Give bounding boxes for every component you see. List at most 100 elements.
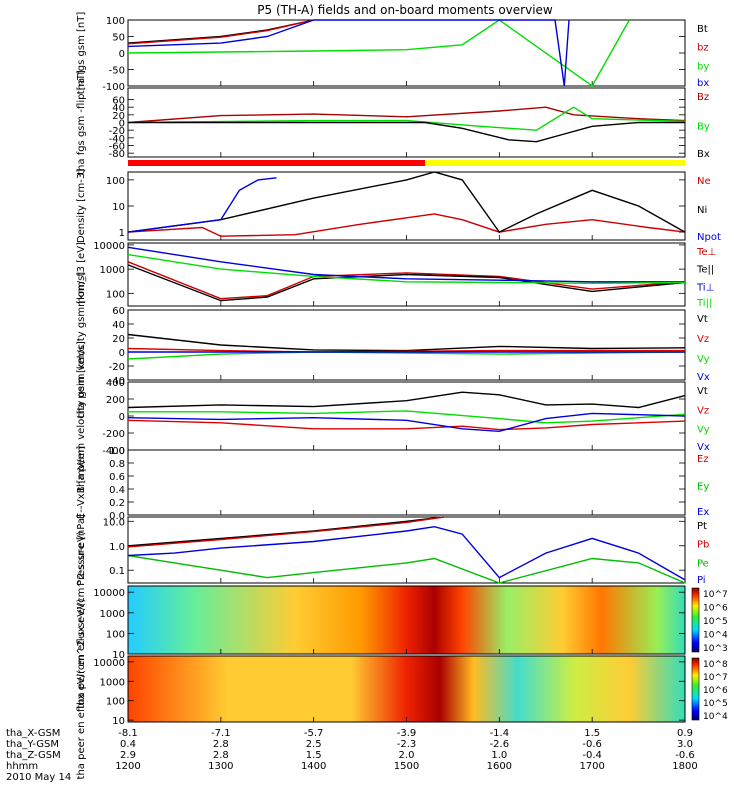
panel-5: 60 40 20 0 -20 -40 tha peim velocity gsm [km/s… xyxy=(76,272,710,419)
y-tick-label: 100 xyxy=(106,16,125,27)
y-tick-label: 0.0 xyxy=(109,511,125,522)
legend-entry: Pt xyxy=(697,521,707,532)
colorbar-tick-label: 10^6 xyxy=(703,604,728,614)
legend-entry: Ti|| xyxy=(696,298,712,309)
y-tick-label: 40 xyxy=(112,320,125,331)
legend-entry: Vz xyxy=(697,405,709,416)
y-tick-label: 1000 xyxy=(100,265,125,276)
colorbar-tick-label: 10^4 xyxy=(703,712,728,722)
y-tick-label: 10 xyxy=(112,650,125,661)
status-bar xyxy=(128,160,685,166)
x-axis-row-label: tha_Y-GSM xyxy=(6,739,59,750)
colorbar-tick-label: 10^5 xyxy=(703,699,728,709)
x-axis-value: 1200 xyxy=(115,761,140,772)
series-line-ti xyxy=(127,253,686,285)
x-axis-value: 1600 xyxy=(487,761,512,772)
panel-8: 10.0 1.0 0.1 Pressure [nPa] Pt Pb Pe Pi xyxy=(76,514,709,586)
x-axis-value: 1800 xyxy=(672,761,697,772)
legend-entry: Pe xyxy=(697,558,709,569)
series-line-vy xyxy=(127,351,686,360)
x-axis-value: -8.1 xyxy=(118,728,138,739)
series-line-te xyxy=(127,261,686,300)
x-axis-value: 1.0 xyxy=(491,750,507,761)
legend-entry: Bz xyxy=(697,92,709,103)
x-axis-value: -0.4 xyxy=(582,750,602,761)
legend-entry: Ni xyxy=(697,205,707,216)
y-tick-label: 100 xyxy=(106,176,125,187)
y-tick-label: -20 xyxy=(109,126,125,137)
legend-entry: Vy xyxy=(697,354,710,365)
legend-entry: Pb xyxy=(697,540,709,551)
x-axis-value: -7.1 xyxy=(211,728,231,739)
legend-entry: Te|| xyxy=(696,265,714,276)
panel-9: 10^7 10^6 10^5 10^4 10^3 10000 1000 100 10 tha pe… xyxy=(76,531,728,709)
x-axis-value: 1700 xyxy=(579,761,604,772)
y-tick-label: 1.0 xyxy=(109,542,125,553)
series-line-vt xyxy=(127,391,686,409)
y-tick-label: 0.2 xyxy=(109,498,125,509)
y-tick-label: -200 xyxy=(102,429,125,440)
status-segment xyxy=(128,160,426,166)
panel-3: 100 10 1 Density [cm-3] Ne Ni Npot xyxy=(76,169,721,243)
y-axis-label: tha peim velocity gsm [km/s] xyxy=(76,272,87,419)
panel-frame xyxy=(127,171,686,241)
y-tick-label: -400 xyxy=(102,446,125,457)
y-tick-label: 20 xyxy=(112,334,125,345)
y-tick-label: -50 xyxy=(109,66,125,77)
y-tick-label: 0 xyxy=(119,412,125,423)
plot-title: P5 (TH-A) fields and on-board moments ov… xyxy=(257,3,553,17)
legend-entry: Vz xyxy=(697,334,709,345)
y-tick-label: 10 xyxy=(112,716,125,727)
y-axis-label: tha peem velocity gsm [km/s] xyxy=(76,341,87,491)
legend-entry: Vt xyxy=(697,386,708,397)
spectrogram-image xyxy=(128,586,685,654)
y-tick-label: 60 xyxy=(112,306,125,317)
y-tick-label: 10000 xyxy=(93,241,125,252)
y-tick-label: 0 xyxy=(119,49,125,60)
y-axis-label: Density [cm-3] xyxy=(76,169,87,243)
legend-entry: Ti⊥ xyxy=(696,282,714,293)
x-axis-value: 1500 xyxy=(394,761,419,772)
y-tick-label: -40 xyxy=(109,376,125,387)
series-line-vx xyxy=(127,412,686,433)
y-tick-label: 10 xyxy=(112,202,125,213)
x-axis-value: 1.5 xyxy=(584,728,600,739)
y-tick-label: 100 xyxy=(106,697,125,708)
series-line-vz xyxy=(127,419,686,431)
y-tick-label: -20 xyxy=(109,362,125,373)
legend-entry: Npot xyxy=(697,232,721,243)
colorbar-tick-label: 10^7 xyxy=(703,673,728,683)
x-axis-value: -5.7 xyxy=(304,728,324,739)
x-axis-value: -2.3 xyxy=(397,739,417,750)
y-tick-label: 20 xyxy=(112,111,125,122)
x-axis-value: 0.4 xyxy=(120,739,136,750)
colorbar xyxy=(691,587,700,653)
series-line-pt xyxy=(127,516,444,547)
y-tick-label: -40 xyxy=(109,134,125,145)
series-line-vy xyxy=(128,410,686,424)
legend-entry: Vt xyxy=(697,314,708,325)
legend-entry: Bx xyxy=(697,149,710,160)
y-axis-label: tha fgs gsm [nT] xyxy=(76,12,87,95)
colorbar-tick-label: 10^7 xyxy=(703,590,728,600)
panel-10: 10^8 10^7 10^6 10^5 10^4 10000 1000 100 10 tha pe… xyxy=(76,598,728,779)
series-line-ti xyxy=(127,246,685,283)
series-line-bx xyxy=(127,19,570,87)
panel-frame xyxy=(127,516,686,584)
x-axis-value: 0.9 xyxy=(677,728,693,739)
y-axis-label: tha fgs gsm -flip [nT] xyxy=(76,70,87,175)
legend-entry: bz xyxy=(697,43,709,54)
y-tick-label: -60 xyxy=(109,142,125,153)
y-tick-label: 0.8 xyxy=(109,459,125,470)
x-axis-value: -2.6 xyxy=(490,739,510,750)
y-tick-label: 0 xyxy=(119,119,125,130)
series-line-npot xyxy=(127,177,277,233)
series-line-bz xyxy=(127,19,314,45)
x-axis-value: -0.6 xyxy=(675,750,695,761)
panel-frame xyxy=(127,449,686,516)
y-tick-label: 100 xyxy=(106,289,125,300)
series-line-vt xyxy=(127,333,686,352)
legend-entry: Vy xyxy=(697,425,710,436)
y-tick-label: 0 xyxy=(119,348,125,359)
